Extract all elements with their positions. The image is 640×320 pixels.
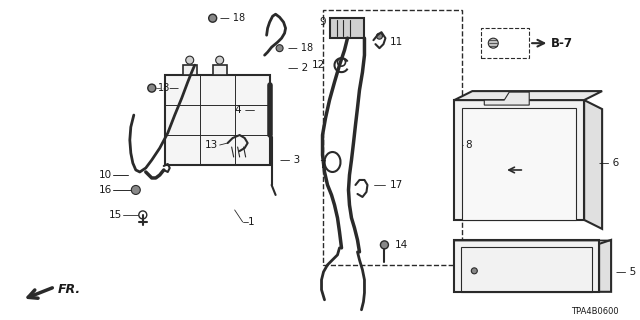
Text: — 3: — 3	[280, 155, 300, 165]
Circle shape	[380, 241, 388, 249]
Text: 12: 12	[312, 60, 326, 70]
Bar	[164, 75, 269, 165]
Text: — 2: — 2	[287, 63, 308, 73]
Text: — 5: — 5	[616, 267, 636, 277]
Bar	[212, 65, 227, 75]
Text: 7: 7	[319, 160, 326, 170]
Text: 14: 14	[394, 240, 408, 250]
Text: 8: 8	[465, 140, 472, 150]
Bar	[323, 10, 462, 265]
Polygon shape	[484, 92, 529, 105]
Polygon shape	[584, 100, 602, 229]
Circle shape	[186, 56, 194, 64]
Text: 10: 10	[99, 170, 112, 180]
Circle shape	[471, 268, 477, 274]
Polygon shape	[599, 240, 611, 292]
Text: 4 —: 4 —	[236, 105, 255, 115]
Polygon shape	[454, 91, 602, 100]
Text: TPA4B0600: TPA4B0600	[572, 307, 619, 316]
Circle shape	[376, 33, 383, 39]
Bar	[454, 100, 584, 220]
Text: 9: 9	[319, 17, 326, 27]
Text: 17: 17	[389, 180, 403, 190]
Text: 16: 16	[99, 185, 112, 195]
Circle shape	[209, 14, 217, 22]
Text: — 6: — 6	[599, 158, 620, 168]
Circle shape	[216, 56, 223, 64]
Text: 18—: 18—	[158, 83, 180, 93]
Bar	[461, 247, 592, 292]
Text: 11: 11	[389, 37, 403, 47]
Circle shape	[148, 84, 156, 92]
Text: 1: 1	[248, 217, 254, 227]
Text: B-7: B-7	[551, 37, 573, 50]
Text: FR.: FR.	[58, 283, 81, 296]
Text: 15: 15	[109, 210, 122, 220]
Bar	[330, 18, 364, 38]
Text: — 18: — 18	[287, 43, 313, 53]
Circle shape	[488, 38, 499, 48]
Bar	[481, 28, 529, 58]
Bar	[462, 108, 576, 220]
Circle shape	[276, 45, 283, 52]
Circle shape	[131, 186, 140, 195]
Text: — 18: — 18	[220, 13, 245, 23]
Text: 13: 13	[204, 140, 218, 150]
Bar	[183, 65, 196, 75]
Bar	[454, 240, 599, 292]
